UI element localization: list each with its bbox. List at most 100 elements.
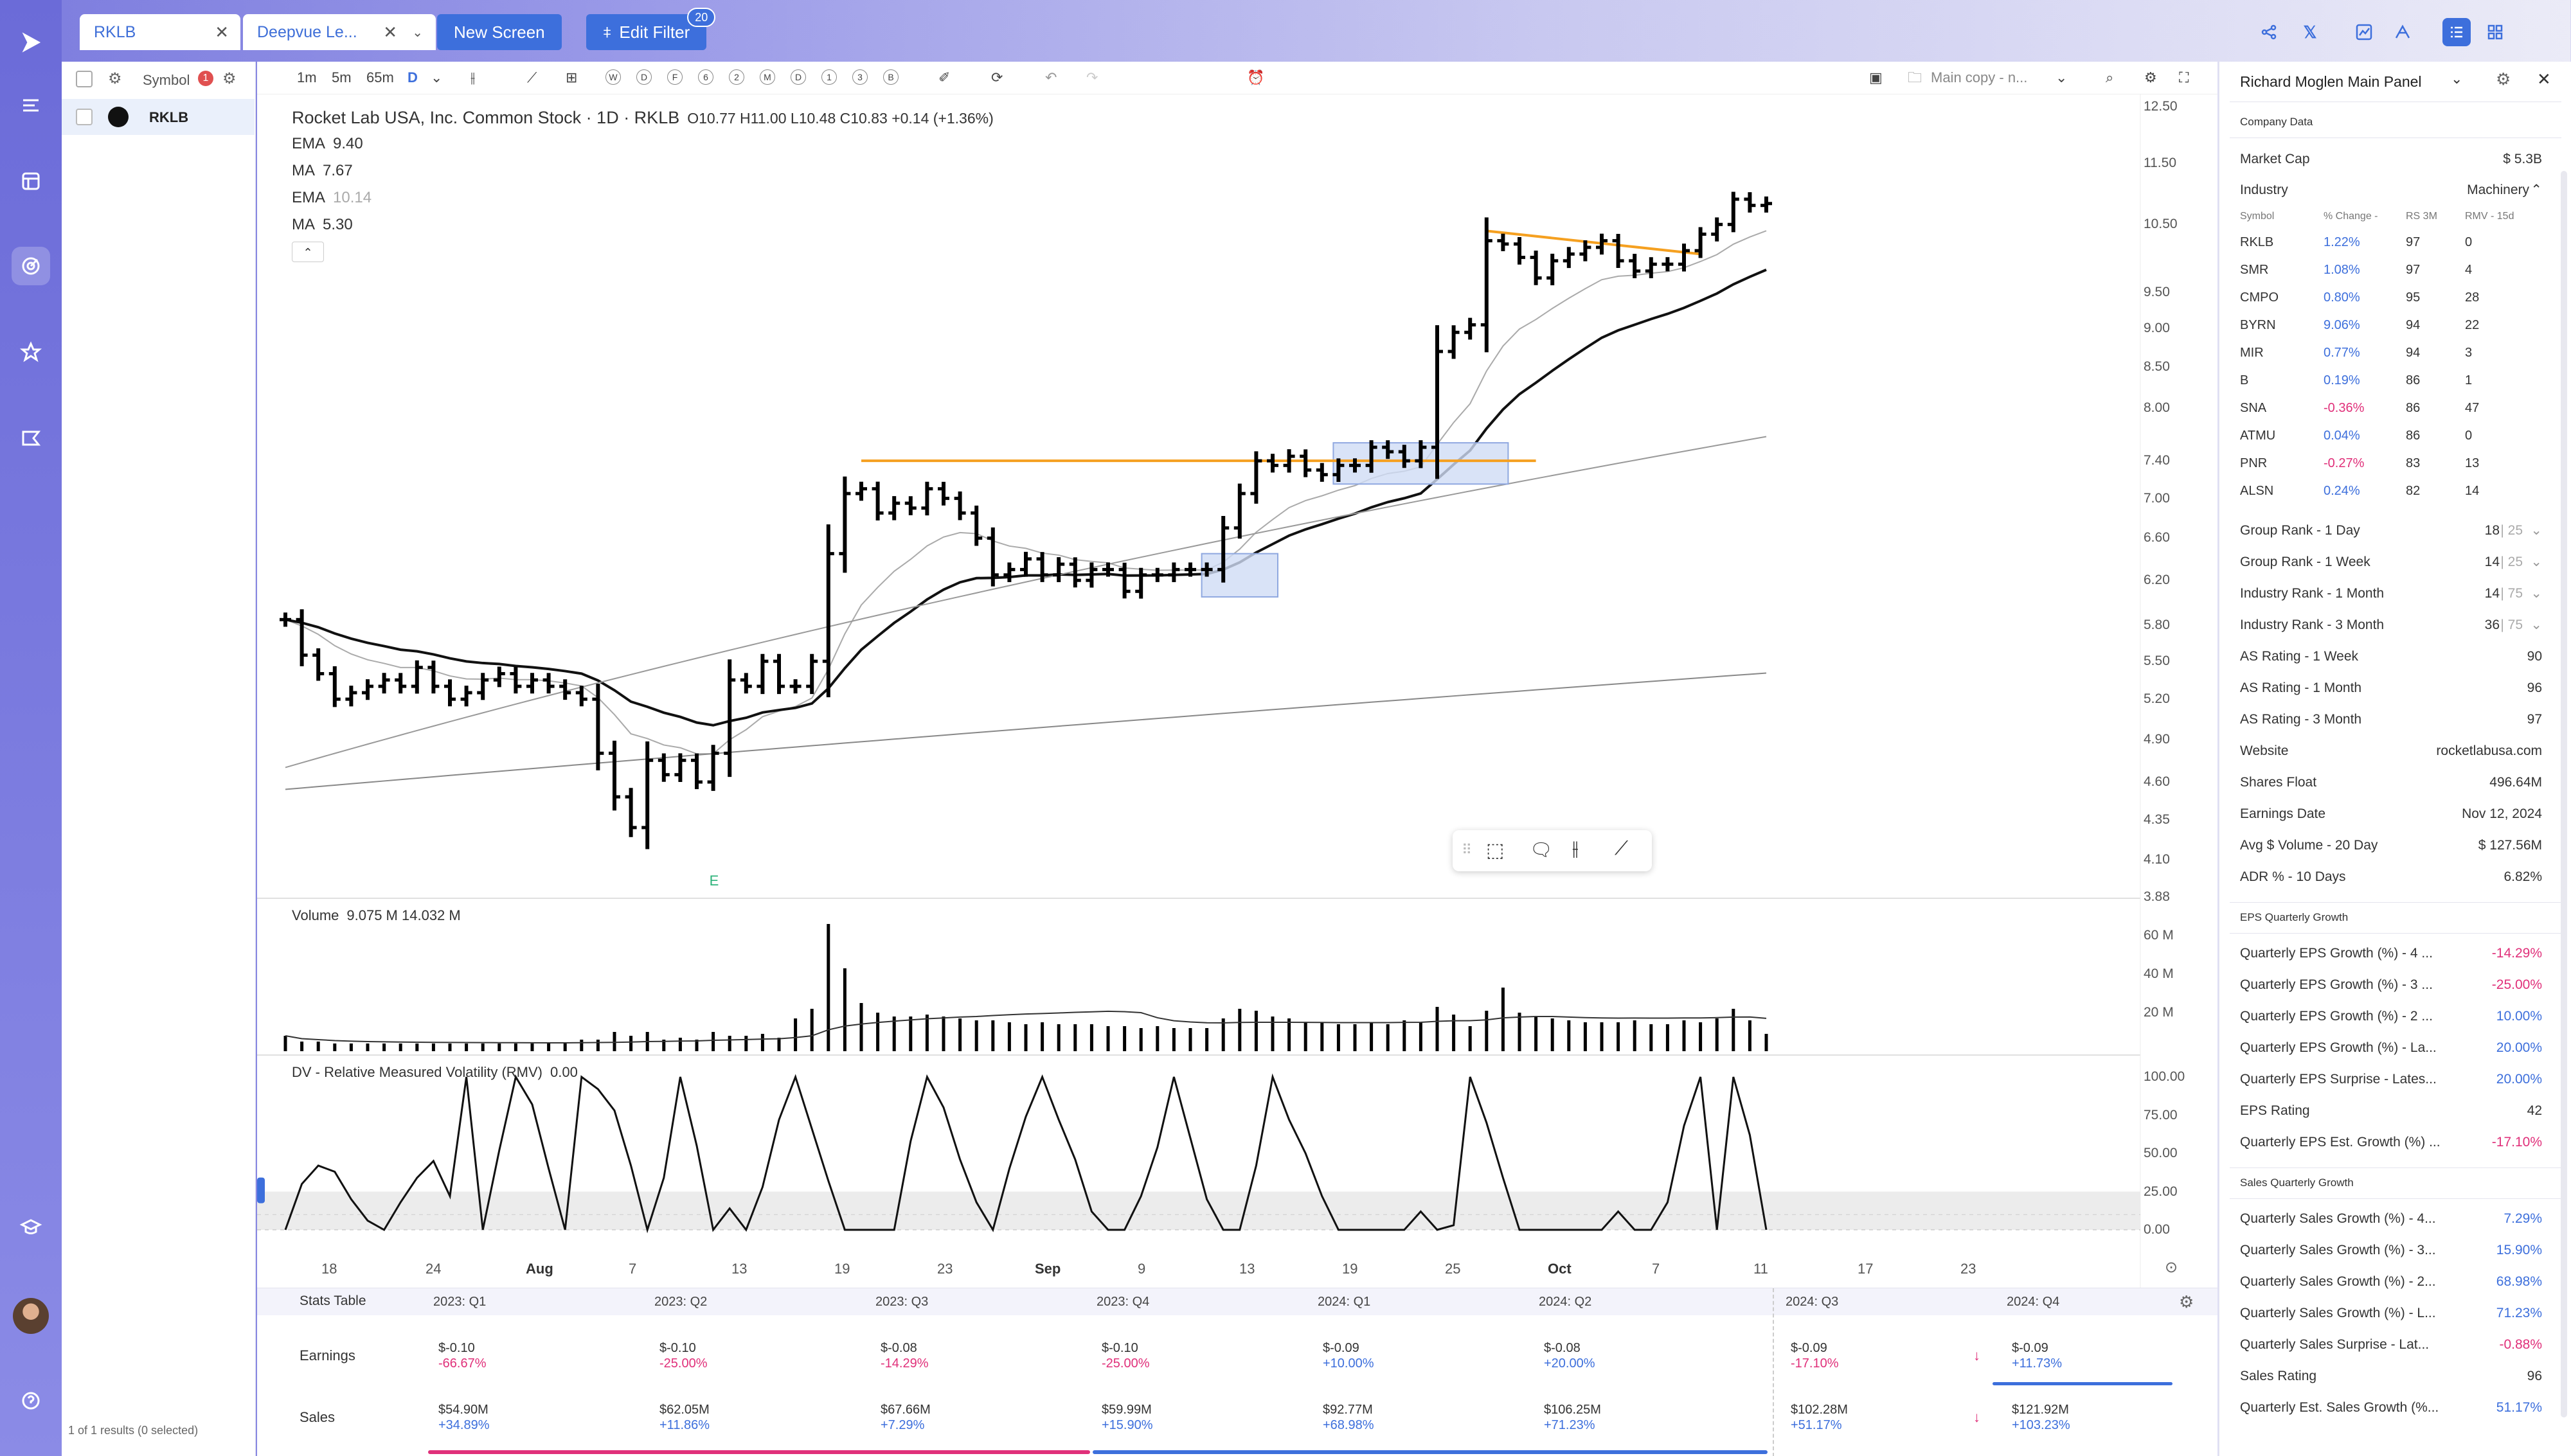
panel-scrollbar[interactable] <box>2561 171 2567 1417</box>
star-icon[interactable] <box>12 333 50 371</box>
chevron-down-icon[interactable]: ⌄ <box>2531 555 2542 569</box>
layout-folder-icon[interactable]: 🗀 <box>1908 69 1922 85</box>
period-f[interactable]: F <box>667 69 683 85</box>
close-icon[interactable]: ✕ <box>215 22 229 42</box>
radar-icon[interactable] <box>12 247 50 285</box>
list-item[interactable]: RKLB <box>62 99 255 135</box>
row-value: 20.00% <box>2496 1072 2542 1087</box>
undo-icon[interactable]: ↶ <box>1045 69 1057 85</box>
chevron-down-icon[interactable]: ⌄ <box>2531 617 2542 632</box>
symbol-column-header[interactable]: Symbol <box>143 72 190 88</box>
rank-row[interactable]: Industry Rank - 1 Month 14 | 75 ⌄ <box>2240 582 2542 605</box>
period-d2[interactable]: D <box>791 69 806 85</box>
row-label: Quarterly Sales Growth (%) - 3... <box>2240 1243 2436 1257</box>
time-settings-icon[interactable]: ⊙ <box>2165 1259 2178 1276</box>
period-6[interactable]: 6 <box>698 69 713 85</box>
candle-tool-icon[interactable]: ⫲ <box>1572 838 1579 859</box>
industry-symbol[interactable]: SNA <box>2240 401 2267 415</box>
eraser-icon[interactable]: ✐ <box>938 69 951 85</box>
row-label: Quarterly EPS Growth (%) - La... <box>2240 1040 2437 1055</box>
industry-symbol[interactable]: PNR <box>2240 456 2268 470</box>
tab-deepvue[interactable]: Deepvue Le... ✕ ⌄ <box>243 14 436 50</box>
trend-icon[interactable] <box>2388 18 2417 46</box>
industry-symbol[interactable]: RKLB <box>2240 235 2274 249</box>
comment-tool-icon[interactable]: 🗨 <box>1530 840 1553 860</box>
period-b[interactable]: B <box>883 69 899 85</box>
period-w[interactable]: W <box>605 69 621 85</box>
drag-handle-icon[interactable]: ⠿ <box>1462 842 1473 858</box>
layout-icon[interactable] <box>12 162 50 200</box>
panels-icon[interactable]: ▣ <box>1869 69 1883 85</box>
row-checkbox[interactable] <box>76 109 93 125</box>
interval-65m[interactable]: 65m <box>366 69 394 85</box>
sales-change: +68.98% <box>1323 1418 1374 1432</box>
close-icon[interactable]: ✕ <box>383 22 397 42</box>
price-bar <box>1233 483 1246 539</box>
grid-view-icon[interactable] <box>2481 18 2509 46</box>
industry-symbol[interactable]: ALSN <box>2240 484 2274 498</box>
logo-icon[interactable] <box>12 23 50 62</box>
industry-symbol[interactable]: B <box>2240 373 2249 387</box>
new-screen-button[interactable]: New Screen <box>437 14 562 50</box>
rank-row[interactable]: Industry Rank - 3 Month 36 | 75 ⌄ <box>2240 614 2542 637</box>
edit-filter-button[interactable]: ⧧ Edit Filter 20 <box>586 8 716 50</box>
alarm-icon[interactable]: ⏰ <box>1247 69 1265 85</box>
chevron-down-icon[interactable]: ⌄ <box>2531 523 2542 538</box>
price-bar <box>328 666 341 707</box>
column-settings-icon[interactable]: ⚙ <box>222 70 237 87</box>
share-icon[interactable] <box>2255 18 2283 46</box>
industry-symbol[interactable]: BYRN <box>2240 318 2276 332</box>
settings-gear-icon[interactable]: ⚙ <box>108 70 122 87</box>
x-social-icon[interactable]: 𝕏 <box>2303 22 2317 42</box>
zoom-icon[interactable]: ⌕ <box>2106 69 2114 85</box>
help-icon[interactable] <box>12 1381 50 1420</box>
pane-scroll-handle <box>257 1177 265 1203</box>
interval-d[interactable]: D <box>408 69 418 85</box>
rank-row[interactable]: Group Rank - 1 Day 18 | 25 ⌄ <box>2240 519 2542 542</box>
rank-row[interactable]: Group Rank - 1 Week 14 | 25 ⌄ <box>2240 551 2542 574</box>
indicators-icon[interactable]: ⟋ <box>527 69 537 85</box>
industry-symbol[interactable]: MIR <box>2240 346 2264 360</box>
stats-settings-icon[interactable]: ⚙ <box>2179 1292 2194 1311</box>
interval-dropdown-icon[interactable]: ⌄ <box>431 69 443 85</box>
redo-icon[interactable]: ↷ <box>1086 69 1098 85</box>
avatar[interactable] <box>13 1298 49 1334</box>
line-tool-icon[interactable]: ⟋ <box>1615 838 1628 859</box>
row-label: Avg $ Volume - 20 Day <box>2240 838 2378 853</box>
period-2[interactable]: 2 <box>729 69 744 85</box>
interval-5m[interactable]: 5m <box>332 69 352 85</box>
select-all-checkbox[interactable] <box>76 71 93 87</box>
industry-symbol[interactable]: SMR <box>2240 263 2269 277</box>
industry-row[interactable]: Industry Machinery ⌃ <box>2240 179 2542 202</box>
list-view-icon[interactable] <box>2442 18 2471 46</box>
refresh-icon[interactable]: ⟳ <box>991 69 1003 85</box>
period-3[interactable]: 3 <box>852 69 868 85</box>
chevron-down-icon[interactable]: ⌄ <box>412 25 423 40</box>
chart-canvas[interactable]: E <box>257 62 2217 1456</box>
panel-title[interactable]: Richard Moglen Main Panel <box>2240 73 2422 90</box>
templates-icon[interactable]: ⊞ <box>566 69 578 85</box>
tab-rklb[interactable]: RKLB ✕ <box>80 14 240 50</box>
rectangle-tool-icon[interactable]: ⬚ <box>1486 840 1505 861</box>
industry-symbol[interactable]: CMPO <box>2240 290 2279 305</box>
education-icon[interactable] <box>12 1208 50 1247</box>
panel-dropdown-icon[interactable]: ⌄ <box>2451 71 2463 87</box>
layout-dropdown-icon[interactable]: ⌄ <box>2056 69 2068 85</box>
industry-symbol[interactable]: ATMU <box>2240 429 2276 443</box>
fullscreen-icon[interactable]: ⛶ <box>2179 69 2189 85</box>
close-panel-icon[interactable]: ✕ <box>2537 69 2551 89</box>
chevron-down-icon[interactable]: ⌄ <box>2531 586 2542 601</box>
chart-layout-icon[interactable] <box>2350 18 2378 46</box>
sales-value: $121.92M <box>2012 1403 2069 1417</box>
period-m[interactable]: M <box>760 69 775 85</box>
bar-style-icon[interactable]: ⫲ <box>470 69 476 85</box>
period-d[interactable]: D <box>636 69 652 85</box>
interval-1m[interactable]: 1m <box>297 69 317 85</box>
panel-settings-icon[interactable]: ⚙ <box>2496 69 2511 89</box>
signal-icon[interactable] <box>12 419 50 457</box>
collapse-legend-button[interactable]: ⌃ <box>292 242 324 262</box>
menu-icon[interactable] <box>12 86 50 125</box>
period-1[interactable]: 1 <box>821 69 837 85</box>
layout-name[interactable]: Main copy - n... <box>1931 69 2028 85</box>
chart-settings-icon[interactable]: ⚙ <box>2144 69 2157 85</box>
